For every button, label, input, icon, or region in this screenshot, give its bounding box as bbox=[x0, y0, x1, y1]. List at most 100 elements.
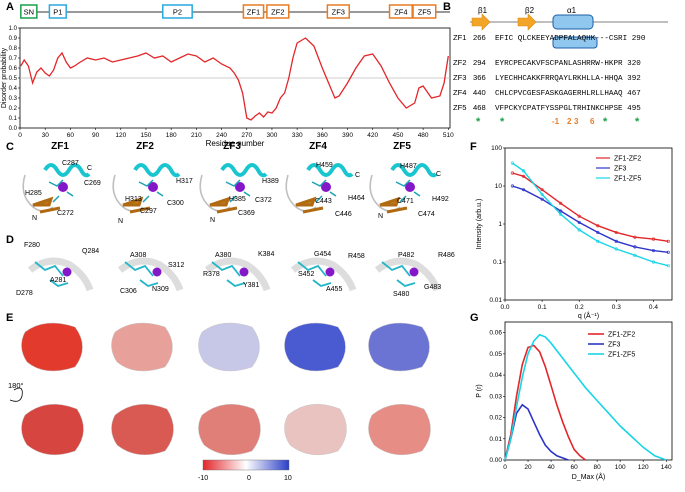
beta1-arrow bbox=[471, 13, 491, 31]
y-tick-label: 0.1 bbox=[9, 116, 18, 122]
x-tick-label: 30 bbox=[42, 132, 50, 139]
y-tick-label: 0.8 bbox=[9, 46, 18, 52]
x-tick-label: 0 bbox=[503, 464, 507, 471]
y-tick-label: 0.6 bbox=[9, 66, 18, 72]
saxs-point bbox=[559, 212, 563, 216]
x-tick-label: 360 bbox=[317, 132, 328, 139]
x-tick-label: 270 bbox=[241, 132, 252, 139]
sec-label-alpha1: α1 bbox=[567, 6, 577, 15]
x-tick-label: 480 bbox=[418, 132, 429, 139]
legend-label: ZF1-ZF2 bbox=[608, 332, 635, 339]
domain-box bbox=[20, 4, 38, 19]
seq-pos-2: 2 bbox=[567, 117, 572, 126]
surface-bottom bbox=[284, 403, 347, 456]
residue-label: C372 bbox=[255, 197, 272, 204]
saxs-point bbox=[651, 248, 656, 253]
saxs-point bbox=[521, 188, 526, 192]
sidechain-sticks bbox=[395, 179, 421, 203]
residue-label: C306 bbox=[120, 288, 137, 295]
residue-label: G483 bbox=[424, 284, 442, 291]
residue-label: C269 bbox=[84, 180, 101, 187]
x-tick-label: 90 bbox=[92, 132, 100, 139]
residue-label: C297 bbox=[140, 208, 157, 215]
plot-frame bbox=[504, 321, 673, 461]
panel-label-f: F bbox=[470, 141, 477, 153]
residue-label: C471 bbox=[397, 198, 414, 205]
y-tick-label: 100 bbox=[491, 145, 502, 152]
domain-box bbox=[412, 4, 437, 19]
domain-label: ZF5 bbox=[418, 8, 431, 17]
conserved-star: * bbox=[603, 116, 608, 128]
residue-label: H317 bbox=[176, 178, 193, 185]
zinc-ion bbox=[239, 267, 249, 277]
saxs-point bbox=[577, 214, 581, 218]
terminus-label: N bbox=[210, 217, 216, 224]
helix-ribbon-faded bbox=[374, 257, 441, 292]
zinc-ion bbox=[62, 267, 72, 277]
seq-pos-3: 3 bbox=[574, 117, 579, 126]
x-tick-label: 0.1 bbox=[538, 304, 547, 311]
panel-label-e: E bbox=[6, 312, 14, 324]
saxs-point bbox=[651, 260, 656, 264]
seq-text: EFIC QLCKEEYADPFALAQHK---CSRI bbox=[495, 35, 628, 43]
surface-bottom bbox=[111, 403, 174, 456]
saxs-point bbox=[666, 264, 670, 268]
sidechain-sticks bbox=[48, 179, 74, 203]
zinc-ion bbox=[58, 182, 68, 192]
y-tick-label: 0.7 bbox=[9, 56, 18, 62]
residue-label: H285 bbox=[25, 190, 42, 197]
residue-label: H459 bbox=[316, 162, 333, 169]
residue-label: H385 bbox=[229, 196, 246, 203]
saxs-point bbox=[633, 245, 637, 249]
x-tick-label: 300 bbox=[267, 132, 278, 139]
y-axis-label: P (r) bbox=[476, 384, 483, 397]
y-tick-label: 0.02 bbox=[489, 415, 502, 422]
x-tick-label: 120 bbox=[115, 132, 126, 139]
saxs-point bbox=[510, 171, 515, 175]
surface-bottom bbox=[368, 403, 431, 456]
x-tick-label: 120 bbox=[638, 464, 649, 471]
sidechain-sticks bbox=[211, 261, 246, 287]
seq-row-zf4: ZF4 440 CHLCPVCGESFASKGAGERHLRLLHAAQ 467 bbox=[453, 88, 641, 98]
sidechain-sticks bbox=[138, 179, 164, 203]
residue-label: D278 bbox=[16, 290, 33, 297]
sidechain-sticks bbox=[34, 261, 69, 287]
residue-label: A380 bbox=[215, 252, 232, 259]
saxs-point bbox=[633, 235, 637, 239]
saxs-point bbox=[666, 250, 670, 254]
beta2-arrow bbox=[517, 13, 537, 31]
x-tick-label: 240 bbox=[216, 132, 227, 139]
terminus-label: C bbox=[355, 172, 361, 179]
legend-label: ZF1-ZF2 bbox=[614, 156, 641, 163]
zinc-ion bbox=[321, 182, 331, 192]
x-tick-label: 140 bbox=[661, 464, 672, 471]
saxs-point bbox=[559, 209, 563, 213]
domain-box bbox=[388, 4, 413, 19]
beta-strand bbox=[32, 196, 61, 214]
panel-label-b: B bbox=[443, 1, 451, 13]
legend-label: ZF1-ZF5 bbox=[614, 176, 641, 183]
zf4-title: ZF4 bbox=[309, 141, 327, 152]
saxs-point bbox=[596, 224, 600, 228]
saxs-point bbox=[540, 188, 544, 192]
saxs-point bbox=[614, 239, 618, 243]
domain-label: ZF1 bbox=[247, 8, 260, 17]
saxs-point bbox=[510, 184, 515, 188]
rotation-arrow-icon bbox=[9, 387, 23, 402]
terminus-label: C bbox=[436, 171, 442, 178]
domain-box bbox=[326, 4, 350, 19]
x-tick-label: 390 bbox=[342, 132, 353, 139]
x-tick-label: 450 bbox=[393, 132, 404, 139]
legend-label: ZF1-ZF5 bbox=[608, 352, 635, 359]
domain-box bbox=[162, 4, 193, 19]
conserved-star: * bbox=[635, 116, 640, 128]
saxs-point bbox=[596, 239, 600, 243]
y-tick-label: 0.05 bbox=[489, 351, 502, 358]
y-tick-label: 0.01 bbox=[489, 297, 502, 304]
helix-ribbon bbox=[220, 163, 268, 178]
x-tick-label: 0.2 bbox=[575, 304, 584, 311]
surface-top bbox=[21, 322, 83, 372]
disorder-series bbox=[20, 37, 449, 121]
residue-label: Q284 bbox=[82, 248, 100, 255]
saxs-point bbox=[651, 237, 656, 241]
